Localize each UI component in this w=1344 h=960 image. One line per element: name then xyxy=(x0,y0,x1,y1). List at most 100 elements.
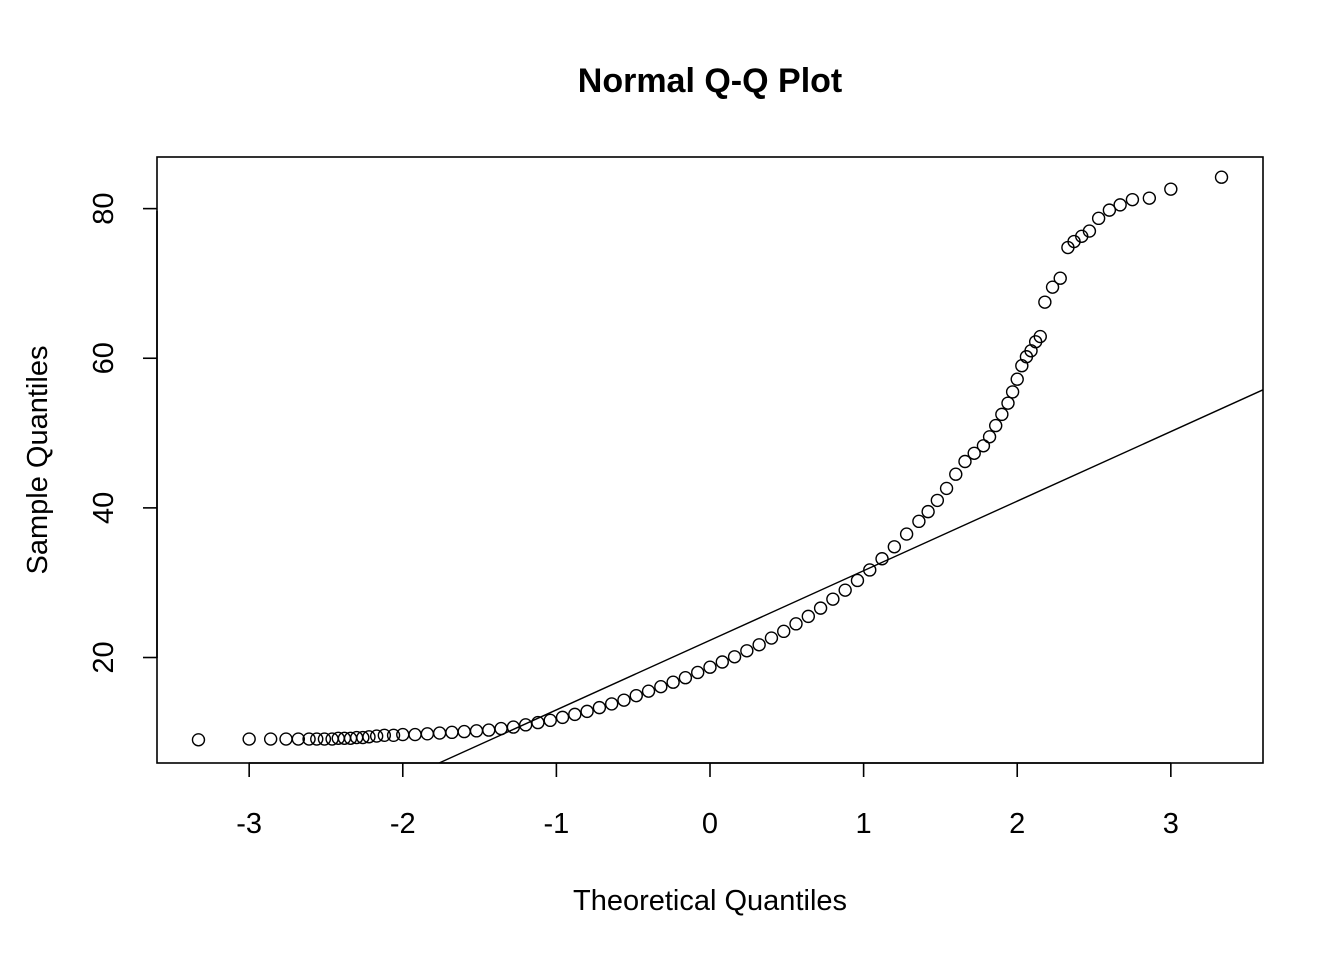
chart-title: Normal Q-Q Plot xyxy=(578,62,842,100)
y-tick-label: 80 xyxy=(88,192,120,224)
x-axis-label: Theoretical Quantiles xyxy=(573,885,847,917)
data-point xyxy=(1091,211,1106,226)
data-point xyxy=(863,563,877,577)
data-point xyxy=(408,727,422,742)
data-point xyxy=(1001,396,1015,410)
data-point xyxy=(1102,203,1117,217)
data-point xyxy=(1214,170,1229,184)
data-point xyxy=(617,693,631,707)
data-point xyxy=(727,650,742,664)
x-tick-label: -1 xyxy=(543,808,569,840)
data-point xyxy=(457,724,471,739)
data-point xyxy=(764,631,779,645)
data-point xyxy=(396,727,410,742)
qq-reference-line xyxy=(438,389,1264,764)
data-point xyxy=(989,418,1003,433)
data-point xyxy=(958,454,972,469)
data-point xyxy=(875,552,889,566)
data-point xyxy=(1033,329,1047,344)
data-point xyxy=(1045,280,1060,294)
data-point xyxy=(921,504,935,519)
data-point xyxy=(518,718,533,732)
data-point xyxy=(1164,182,1178,196)
data-point xyxy=(469,724,484,738)
data-point xyxy=(291,732,306,746)
data-point xyxy=(976,439,991,453)
data-points xyxy=(191,170,1229,747)
x-tick-label: 1 xyxy=(856,808,872,840)
data-point xyxy=(850,573,865,588)
data-point xyxy=(263,732,278,746)
data-point xyxy=(310,732,324,746)
data-point xyxy=(555,710,570,725)
data-point xyxy=(930,493,945,508)
data-point xyxy=(629,688,643,703)
data-point xyxy=(967,446,981,460)
data-point xyxy=(703,660,717,674)
data-point xyxy=(887,540,902,554)
y-tick-label: 20 xyxy=(88,641,120,673)
y-ticks: 20 40 60 80 xyxy=(88,192,157,674)
data-point xyxy=(691,665,705,680)
data-point xyxy=(1142,191,1157,205)
data-point xyxy=(543,713,557,728)
data-point xyxy=(242,732,256,746)
reference-line-group xyxy=(438,389,1264,764)
data-point xyxy=(715,655,729,669)
data-point xyxy=(369,729,384,743)
data-point xyxy=(1113,198,1127,212)
data-point xyxy=(1082,224,1097,238)
data-point xyxy=(912,514,926,529)
data-point xyxy=(362,730,376,744)
x-ticks: -3 -2 -1 0 1 2 3 xyxy=(236,763,1179,840)
data-point xyxy=(386,728,401,743)
x-tick-label: 0 xyxy=(702,808,718,840)
data-point xyxy=(789,617,803,631)
data-point xyxy=(191,733,206,747)
data-point xyxy=(939,481,954,496)
data-point xyxy=(432,726,447,740)
data-point xyxy=(1005,385,1020,399)
data-point xyxy=(568,707,582,722)
data-point xyxy=(995,407,1009,422)
data-point xyxy=(604,697,619,711)
x-tick-label: 2 xyxy=(1009,808,1025,840)
data-point xyxy=(826,592,840,606)
data-point xyxy=(494,721,508,736)
y-tick-label: 40 xyxy=(88,492,120,524)
data-point xyxy=(740,644,754,658)
data-point xyxy=(666,675,680,689)
data-point xyxy=(302,732,316,746)
data-point xyxy=(317,732,332,746)
data-point xyxy=(592,700,607,715)
data-point xyxy=(377,728,392,743)
data-point xyxy=(678,671,693,685)
data-point xyxy=(420,727,435,741)
data-point xyxy=(641,684,656,698)
data-point xyxy=(801,609,816,624)
data-point xyxy=(777,624,791,639)
data-point xyxy=(580,704,594,719)
data-point xyxy=(813,601,828,615)
x-tick-label: -2 xyxy=(390,808,416,840)
y-axis-label: Sample Quantiles xyxy=(22,346,54,575)
data-point xyxy=(1125,192,1140,207)
data-point xyxy=(899,527,914,541)
y-tick-label: 60 xyxy=(88,342,120,374)
x-tick-label: 3 xyxy=(1163,808,1179,840)
data-point xyxy=(752,638,766,652)
data-point xyxy=(482,723,496,737)
data-point xyxy=(838,583,852,597)
plot-frame xyxy=(156,156,1264,764)
data-point xyxy=(982,430,997,444)
data-point xyxy=(949,467,963,481)
x-tick-label: -3 xyxy=(236,808,262,840)
data-point xyxy=(356,730,370,745)
data-point xyxy=(1038,295,1052,309)
data-point xyxy=(279,732,293,746)
data-point xyxy=(1010,372,1024,386)
data-point xyxy=(445,725,459,740)
data-point xyxy=(654,679,668,694)
data-point xyxy=(1053,271,1067,285)
